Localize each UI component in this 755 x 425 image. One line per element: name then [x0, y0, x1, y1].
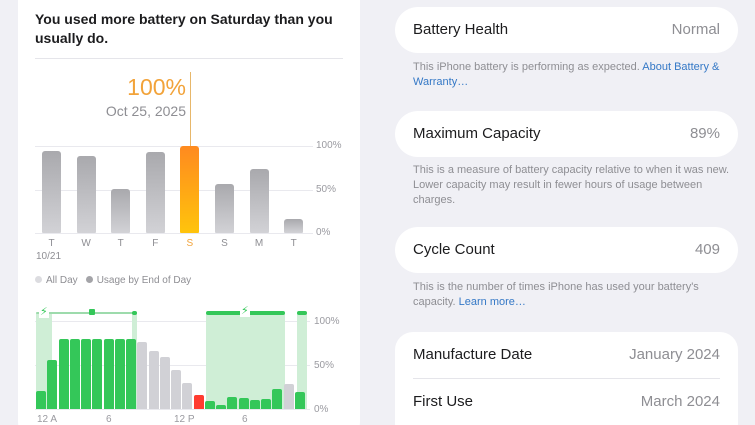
- battery-health-label: Battery Health: [413, 21, 509, 38]
- manufacture-date-label: Manufacture Date: [413, 346, 533, 363]
- battery-health-row[interactable]: Battery Health Normal: [395, 7, 738, 53]
- day-label: T: [48, 238, 55, 249]
- hour-bar[interactable]: [249, 400, 260, 409]
- legend-all-day[interactable]: All Day: [35, 275, 78, 286]
- charging-marker: [132, 311, 137, 315]
- cycle-count-value: 409: [694, 241, 720, 258]
- legend-dot-icon: [85, 276, 93, 283]
- hour-bar[interactable]: [193, 395, 204, 409]
- maximum-capacity-row: Maximum Capacity 89%: [395, 111, 738, 157]
- hour-bar[interactable]: [81, 339, 91, 409]
- divider: [35, 58, 343, 59]
- day-label: T: [290, 238, 297, 249]
- maximum-capacity-label: Maximum Capacity: [413, 125, 541, 142]
- gridline-100: [35, 321, 310, 322]
- gridline-50: [35, 365, 310, 366]
- selected-date: Oct 25, 2025: [105, 103, 186, 119]
- hour-bar[interactable]: [69, 339, 80, 409]
- usage-insight-text: You used more battery on Saturday than y…: [35, 11, 333, 46]
- first-use-label: First Use: [413, 393, 473, 410]
- hour-bar[interactable]: [272, 389, 283, 409]
- hour-bar[interactable]: [159, 357, 170, 409]
- y-label-50: 50%: [314, 360, 335, 371]
- battery-health-note: This iPhone battery is performing as exp…: [413, 61, 720, 88]
- gridline-0: [35, 233, 313, 234]
- y-label-50: 50%: [316, 184, 337, 195]
- optimized-charging-marker-icon: [89, 309, 95, 315]
- x-label-12pm: 12 P: [174, 414, 195, 425]
- hour-bar[interactable]: [36, 391, 46, 409]
- day-bar[interactable]: [284, 219, 304, 233]
- hour-bar[interactable]: [216, 405, 226, 409]
- day-bar[interactable]: [180, 146, 200, 233]
- divider: [413, 378, 720, 379]
- day-label: T: [117, 238, 124, 249]
- chart-legend: All Day Usage by End of Day: [35, 275, 191, 286]
- gridline-100: [35, 146, 313, 147]
- hour-bar[interactable]: [294, 392, 305, 409]
- battery-dates-group: Manufacture Date January 2024 First Use …: [395, 332, 738, 425]
- y-label-0: 0%: [314, 404, 329, 415]
- maximum-capacity-note: This is a measure of battery capacity re…: [413, 164, 730, 206]
- y-label-0: 0%: [316, 227, 331, 238]
- hour-bar[interactable]: [47, 360, 58, 409]
- x-label-6pm: 6: [242, 414, 248, 425]
- selection-indicator-line: [190, 72, 191, 148]
- y-label-100: 100%: [316, 140, 342, 151]
- selected-value: 100%: [127, 74, 186, 100]
- legend-usage-end-of-day[interactable]: Usage by End of Day: [85, 275, 191, 286]
- y-label-100: 100%: [314, 316, 340, 327]
- day-bar[interactable]: [42, 151, 61, 233]
- learn-more-link[interactable]: Learn more…: [458, 296, 526, 308]
- day-bar[interactable]: [145, 152, 165, 233]
- charging-region: [206, 313, 285, 409]
- hour-bar[interactable]: [238, 398, 249, 409]
- cycle-count-note: This is the number of times iPhone has u…: [413, 281, 699, 308]
- day-bar[interactable]: [249, 169, 269, 233]
- manufacture-date-row: Manufacture Date January 2024: [395, 332, 738, 378]
- first-date-label: 10/21: [36, 251, 62, 262]
- hour-bar[interactable]: [171, 370, 181, 409]
- hour-bar[interactable]: [126, 339, 136, 409]
- manufacture-date-value: January 2024: [629, 346, 720, 363]
- cycle-count-row: Cycle Count 409: [395, 227, 738, 273]
- hour-bar[interactable]: [58, 339, 69, 409]
- about-battery-warranty-link[interactable]: About Battery & Warranty…: [413, 61, 720, 88]
- hour-bar[interactable]: [137, 342, 148, 409]
- legend-dot-icon: [35, 276, 42, 283]
- day-bar[interactable]: [111, 189, 131, 233]
- charging-region: [297, 313, 307, 409]
- hour-bar[interactable]: [204, 401, 215, 409]
- hour-bar[interactable]: [114, 339, 125, 409]
- maximum-capacity-value: 89%: [689, 125, 720, 142]
- x-label-12am: 12 A: [37, 414, 58, 425]
- day-label: F: [152, 238, 159, 249]
- charging-bolt-icon: ⚡: [39, 306, 49, 318]
- cycle-count-label: Cycle Count: [413, 241, 495, 258]
- hour-bar[interactable]: [227, 397, 238, 409]
- day-bar[interactable]: [215, 184, 234, 233]
- day-bar[interactable]: [76, 156, 96, 233]
- day-label: S: [221, 238, 228, 249]
- hour-bar[interactable]: [148, 351, 159, 409]
- battery-health-value: Normal: [671, 21, 720, 38]
- day-label: W: [81, 238, 91, 249]
- optimized-charging-line: [36, 312, 137, 314]
- day-label: M: [254, 238, 264, 249]
- gridline-0: [35, 409, 310, 410]
- hour-bar[interactable]: [103, 339, 114, 409]
- charging-bolt-icon: ⚡: [240, 305, 250, 317]
- hour-bar[interactable]: [283, 384, 294, 409]
- x-label-6am: 6: [106, 414, 112, 425]
- first-use-row: First Use March 2024: [395, 379, 738, 425]
- hour-bar[interactable]: [92, 339, 103, 409]
- charging-indicator: [297, 311, 307, 315]
- hour-bar[interactable]: [182, 383, 193, 409]
- gridline-50: [35, 190, 313, 191]
- day-label: S: [186, 238, 194, 249]
- first-use-value: March 2024: [640, 393, 720, 410]
- hour-bar[interactable]: [261, 399, 271, 409]
